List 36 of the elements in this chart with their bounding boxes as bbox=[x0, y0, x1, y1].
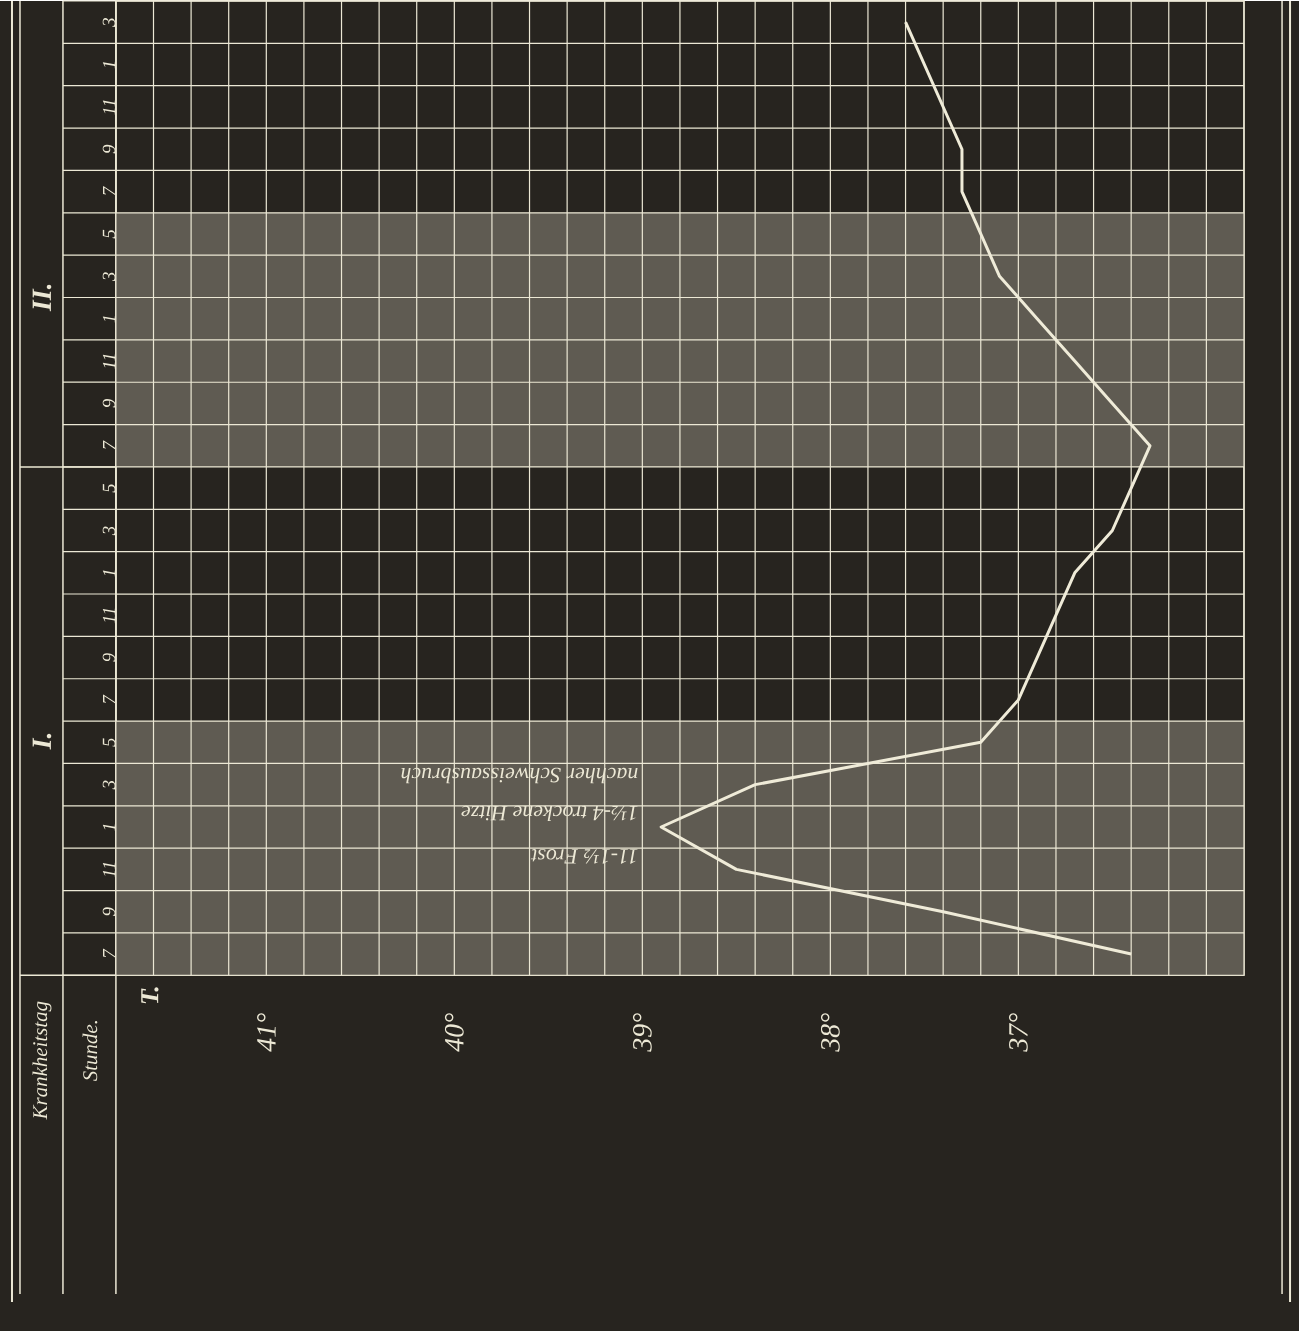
x-tick-label: 37° bbox=[1008, 1013, 1028, 1052]
y-tick-label: 5 bbox=[102, 229, 116, 239]
y-tick-label: 3 bbox=[102, 18, 116, 27]
annotation: 11-1½ Frost bbox=[530, 849, 638, 864]
text: Stunde. bbox=[82, 1021, 98, 1082]
x-tick-label: 39° bbox=[632, 1013, 652, 1052]
y-tick-label: 5 bbox=[102, 483, 116, 493]
y-tick-label: 1 bbox=[102, 316, 116, 323]
x-tick-label: 41° bbox=[257, 1013, 276, 1052]
text: T. bbox=[141, 987, 159, 1004]
annotation: 1½-4 trockene Hitze bbox=[461, 805, 638, 822]
y-tick-label: 3 bbox=[102, 780, 116, 790]
y-tick-label: 1 bbox=[102, 61, 116, 69]
y-tick-label: 3 bbox=[102, 272, 116, 282]
y-tick-label: 5 bbox=[102, 738, 116, 747]
y-tick-label: 11 bbox=[102, 608, 116, 624]
y-tick-label: 3 bbox=[102, 526, 116, 536]
y-tick-label: 11 bbox=[102, 862, 116, 878]
y-tick-label: 9 bbox=[102, 144, 116, 154]
annotation: nachher Schweissausbruch bbox=[401, 767, 638, 784]
y-tick-label: 11 bbox=[102, 100, 116, 115]
text: Krankheitstag bbox=[32, 1001, 52, 1120]
y-tick-label: 9 bbox=[102, 653, 116, 662]
y-tick-label: 7 bbox=[103, 694, 116, 704]
y-tick-label: 7 bbox=[103, 948, 116, 958]
y-tick-label: 7 bbox=[103, 186, 116, 196]
y-tick-label: 1 bbox=[102, 824, 116, 832]
text: I. bbox=[32, 733, 52, 750]
y-tick-label: 7 bbox=[103, 440, 116, 450]
y-tick-label: 1 bbox=[102, 570, 116, 577]
x-tick-label: 40° bbox=[444, 1013, 464, 1052]
x-tick-label: 38° bbox=[820, 1013, 840, 1052]
text: II. bbox=[32, 284, 52, 312]
y-tick-label: 11 bbox=[102, 354, 116, 370]
y-tick-label: 9 bbox=[102, 907, 116, 916]
y-tick-label: 9 bbox=[102, 398, 116, 408]
